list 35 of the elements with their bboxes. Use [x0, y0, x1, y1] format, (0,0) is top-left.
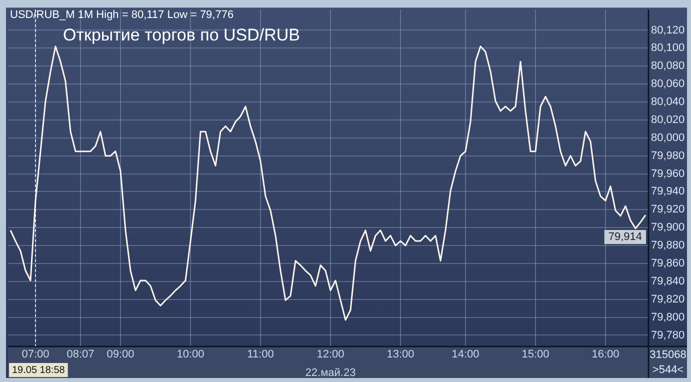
x-tick-label: 07:00 [22, 348, 50, 361]
x-tick-label: 13:00 [386, 348, 414, 361]
x-tick-label: 11:00 [247, 348, 274, 361]
annotation: USD/RUB_M 1M High = 80,117 Low = 79,776 [10, 9, 234, 22]
text: 19.05 18:58 [12, 364, 66, 376]
x-tick-label: 16:00 [592, 348, 620, 361]
text: Открытие торгов по USD/RUB [63, 26, 300, 45]
x-tick-label: 08:07 [66, 348, 94, 361]
y-tick-label: 80,060 [651, 78, 685, 90]
y-tick-label: 79,940 [651, 186, 685, 198]
y-tick-label: 80,040 [651, 96, 685, 108]
x-tick-label: 09:00 [106, 348, 134, 361]
y-tick-label: 79,960 [651, 168, 685, 180]
text: >544< [652, 364, 684, 376]
y-tick-label: 79,880 [651, 240, 685, 252]
y-tick-label: 79,800 [651, 311, 685, 324]
annotation: 79,914 [608, 231, 642, 244]
y-tick-label: 79,920 [651, 204, 685, 216]
y-tick-label: 79,840 [651, 275, 685, 288]
y-tick-label: 79,820 [651, 293, 685, 306]
y-tick-label: 80,080 [651, 60, 685, 72]
x-tick-label: 12:00 [316, 348, 344, 361]
text: 315068 [650, 349, 686, 362]
x-tick-label: 15:00 [522, 348, 550, 361]
y-tick-label: 80,000 [651, 132, 685, 144]
x-tick-label: 10:00 [176, 348, 204, 361]
y-tick-label: 80,120 [651, 24, 685, 36]
y-tick-label: 80,100 [651, 42, 685, 54]
x-tick-label: 14:00 [452, 348, 480, 361]
y-tick-label: 79,900 [651, 222, 685, 234]
y-tick-label: 79,980 [651, 150, 685, 162]
y-tick-label: 79,860 [651, 258, 685, 270]
y-tick-label: 79,780 [651, 329, 685, 342]
text: 22.май.23 [305, 367, 356, 380]
y-tick-label: 80,020 [651, 114, 685, 126]
